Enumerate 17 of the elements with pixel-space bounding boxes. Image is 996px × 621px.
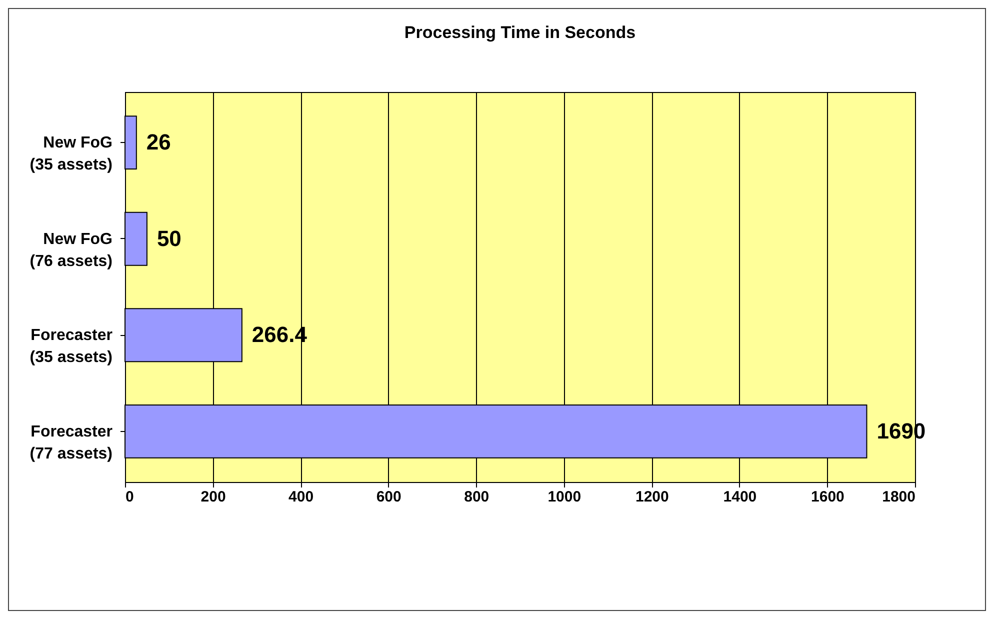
x-tick-label: 1400 (723, 488, 757, 506)
x-tick-label: 400 (288, 488, 314, 506)
x-tick-label: 600 (376, 488, 402, 506)
x-tick-label: 200 (200, 488, 226, 506)
x-tick-label: 800 (464, 488, 490, 506)
x-tick-label: 1200 (635, 488, 669, 506)
x-tick-label: 0 (126, 488, 134, 506)
data-label: 50 (156, 226, 182, 251)
data-label: 26 (146, 130, 171, 155)
x-tick-label: 1600 (811, 488, 844, 506)
y-tick-label: Forecaster (77 assets) (30, 423, 112, 462)
x-tick-label: 1000 (548, 488, 582, 506)
chart-title: Processing Time in Seconds (404, 23, 636, 42)
x-tick-label: 1800 (882, 488, 916, 506)
y-tick-label: Forecaster (35 assets) (30, 327, 112, 366)
y-tick-label: New FoG (76 assets) (30, 230, 112, 270)
y-tick-label: New FoG (35 assets) (30, 134, 112, 174)
